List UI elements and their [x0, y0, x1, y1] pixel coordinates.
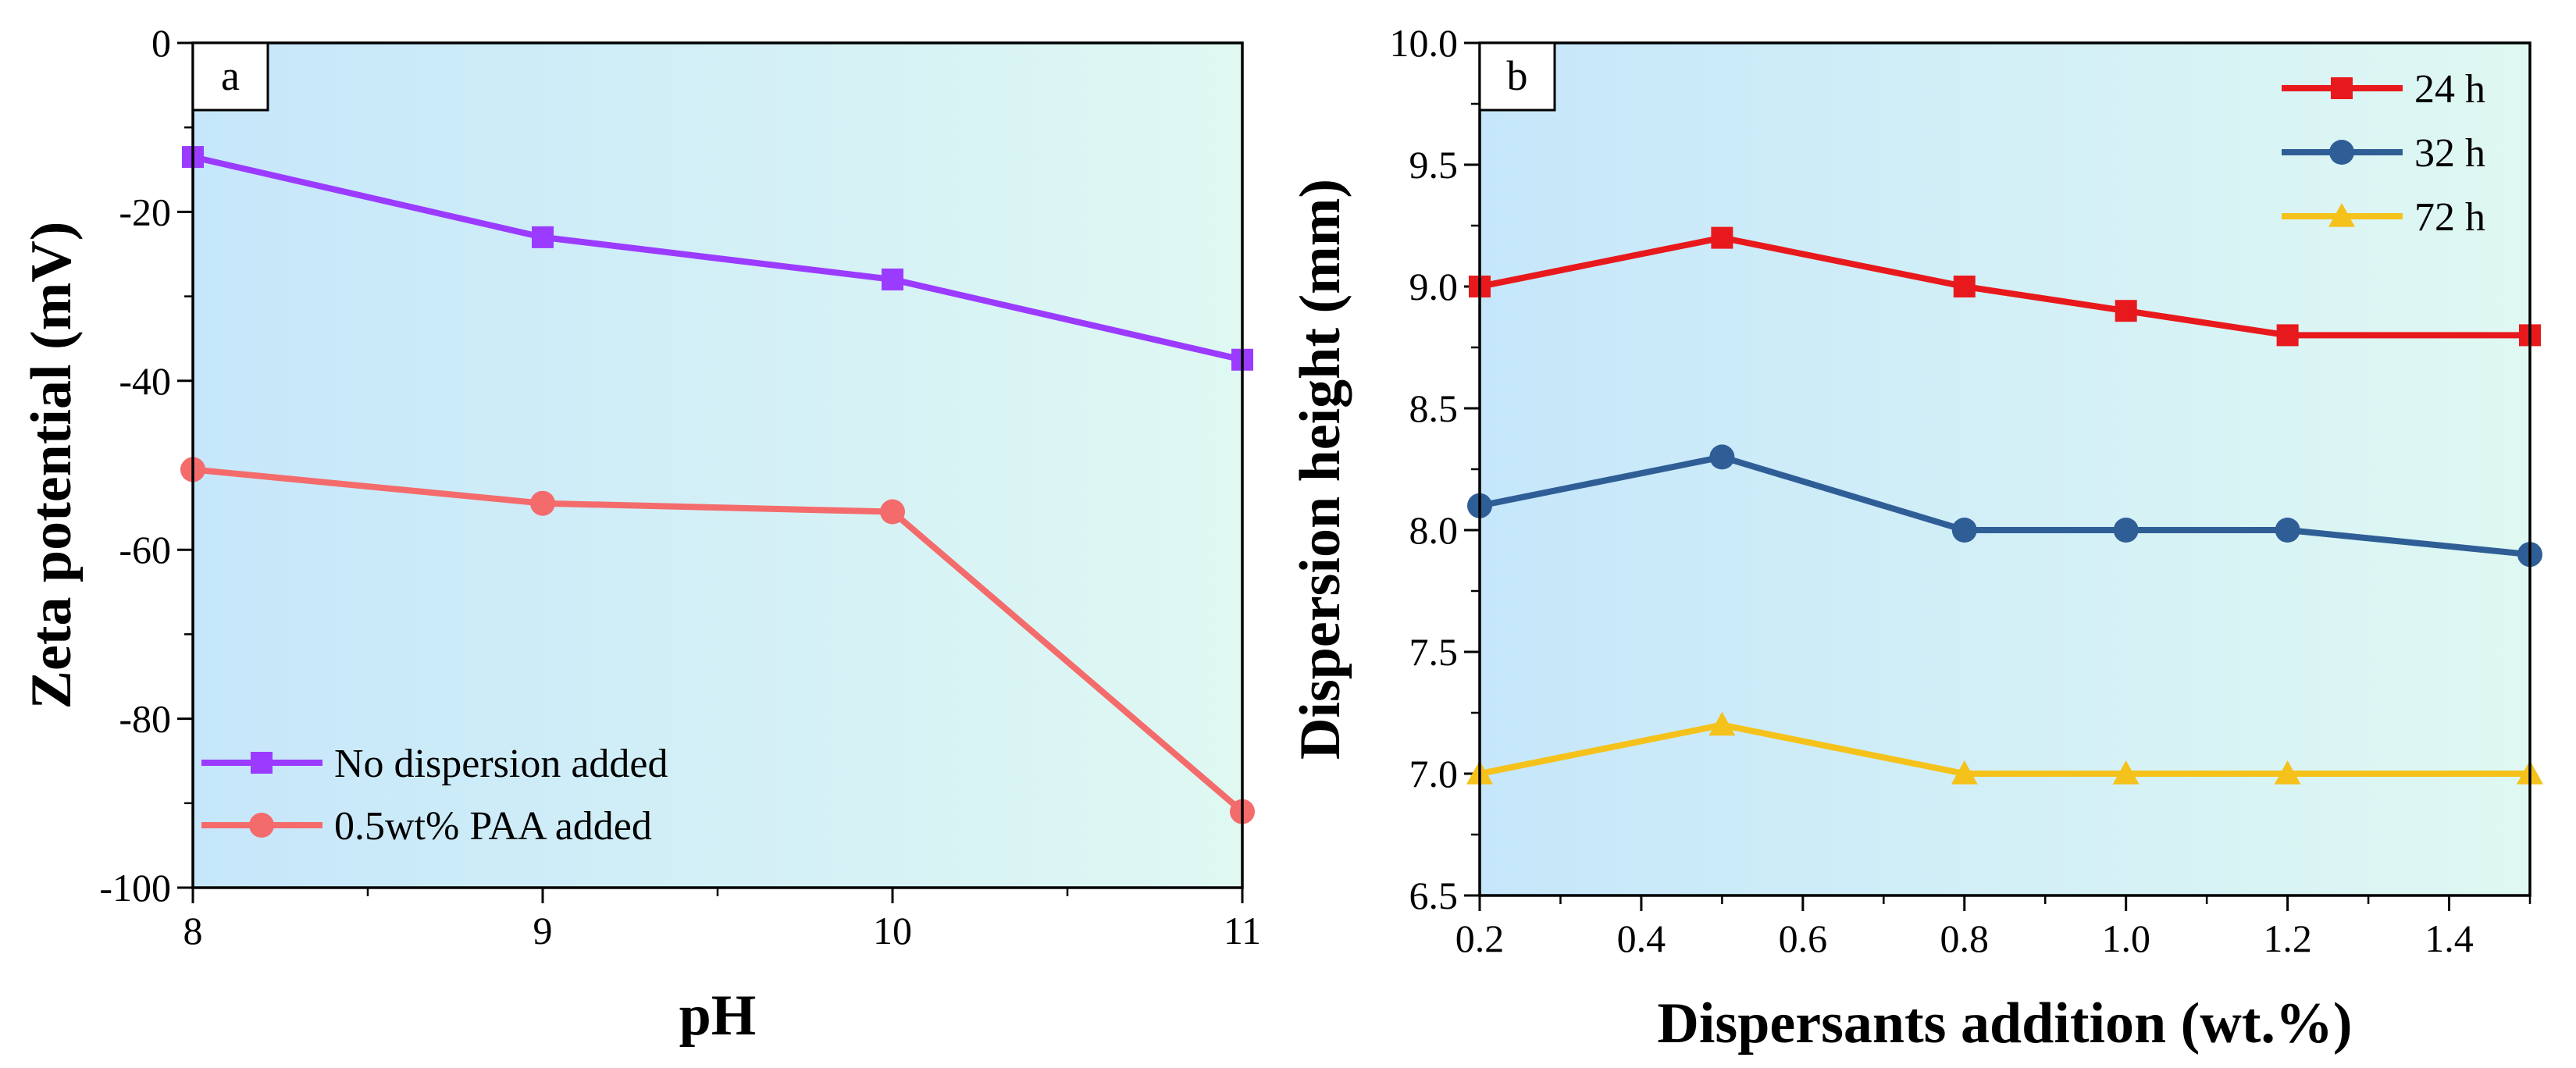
data-point	[532, 226, 554, 248]
data-point	[880, 499, 905, 525]
legend-item: 32 h	[2282, 131, 2485, 176]
legend: 24 h 32 h 72 h	[2282, 67, 2485, 240]
panel-label: a	[191, 41, 269, 112]
panel-label-box	[191, 41, 269, 112]
x-tick-label: 1.4	[2425, 917, 2474, 960]
data-point	[2274, 760, 2301, 785]
series-line	[1479, 234, 2530, 339]
data-point	[882, 268, 903, 290]
data-point	[2112, 760, 2140, 785]
series-line	[1479, 454, 2531, 558]
series-line	[192, 154, 1243, 363]
y-tick-label: 10.0	[1390, 21, 1459, 65]
legend-label: 0.5wt% PAA added	[334, 804, 652, 849]
y-tick-label: -80	[119, 697, 171, 741]
y-tick-label: -60	[119, 528, 171, 571]
y-tick-label: 7.0	[1409, 752, 1459, 796]
data-point	[1951, 760, 1978, 785]
legend-marker	[2329, 140, 2354, 165]
data-point	[2276, 324, 2299, 347]
data-point	[1708, 711, 1736, 736]
y-tick-label: -20	[119, 190, 171, 233]
legend-item: 0.5wt% PAA added	[201, 804, 652, 849]
plot-area	[193, 43, 1242, 888]
x-tick-label: 1.0	[2101, 917, 2150, 960]
x-tick-label: 0.6	[1779, 917, 1828, 960]
data-point	[2113, 518, 2139, 543]
y-tick-label: -100	[99, 866, 171, 910]
data-point	[2275, 518, 2300, 543]
legend-marker	[249, 813, 274, 838]
panel-label-box	[1478, 41, 1556, 112]
x-tick-label: 0.8	[1940, 917, 1990, 960]
series-2	[180, 457, 1255, 824]
panel-label-text: a	[221, 52, 240, 99]
x-tick-label: 1.2	[2263, 917, 2312, 960]
x-tick-label: 8	[183, 909, 203, 952]
series-line	[192, 466, 1245, 814]
y-tick-label: -40	[119, 359, 171, 403]
legend-marker	[2328, 203, 2355, 227]
x-tick-label: 11	[1224, 909, 1261, 952]
y-tick-label: 7.5	[1409, 630, 1459, 674]
x-tick-label: 0.4	[1617, 917, 1666, 960]
legend-marker	[251, 752, 273, 774]
data-point	[1951, 518, 1977, 543]
y-tick-label: 0	[151, 21, 171, 65]
y-tick-label: 9.0	[1409, 265, 1459, 308]
legend-label: 72 h	[2414, 195, 2485, 240]
y-tick-label: 9.5	[1409, 143, 1459, 187]
x-tick-label: 9	[533, 909, 553, 952]
x-tick-label: 10	[873, 909, 912, 952]
legend: No dispersion added 0.5wt% PAA added	[201, 742, 668, 849]
data-point	[1953, 276, 1976, 297]
legend-label: No dispersion added	[334, 742, 668, 786]
chart-panel-a: 8 9 10 11 0 -20 -40 -60 -80 -100 a pH Zeta potential…	[20, 21, 1261, 1048]
series-1	[182, 146, 1253, 371]
series-line	[1479, 721, 2530, 777]
series-2	[1467, 444, 2542, 568]
y-tick-label: 8.0	[1409, 508, 1459, 552]
legend-marker	[2331, 77, 2353, 99]
plot-frame	[1478, 41, 2531, 897]
data-point	[530, 490, 555, 516]
data-point	[2115, 300, 2137, 322]
series-3	[1466, 711, 2543, 785]
plot-area	[1480, 43, 2530, 895]
chart-panel-b: 0.2 0.4 0.6 0.8 1.0 1.2 1.4 6.5 7.0 7.5 8.0 8.5 9.0 9…	[1288, 21, 2543, 1056]
y-tick-label: 8.5	[1409, 386, 1459, 430]
legend-item: 24 h	[2282, 67, 2485, 112]
data-point	[1711, 226, 1733, 249]
legend-item: No dispersion added	[201, 742, 668, 786]
x-axis-title: pH	[679, 984, 757, 1048]
y-axis-title: Zeta potential (mV)	[20, 222, 84, 710]
plot-frame	[191, 41, 1244, 889]
panel-label-text: b	[1507, 52, 1528, 99]
x-tick-label: 0.2	[1455, 917, 1505, 960]
legend-label: 24 h	[2414, 67, 2485, 112]
panel-label: b	[1478, 41, 1556, 112]
legend-item: 72 h	[2282, 195, 2485, 240]
y-tick-label: 6.5	[1409, 874, 1459, 917]
legend-label: 32 h	[2414, 131, 2485, 176]
x-axis-title: Dispersants addition (wt.%)	[1657, 991, 2352, 1056]
data-point	[1709, 444, 1735, 470]
y-axis-title: Dispersion height (mm)	[1288, 179, 1352, 760]
